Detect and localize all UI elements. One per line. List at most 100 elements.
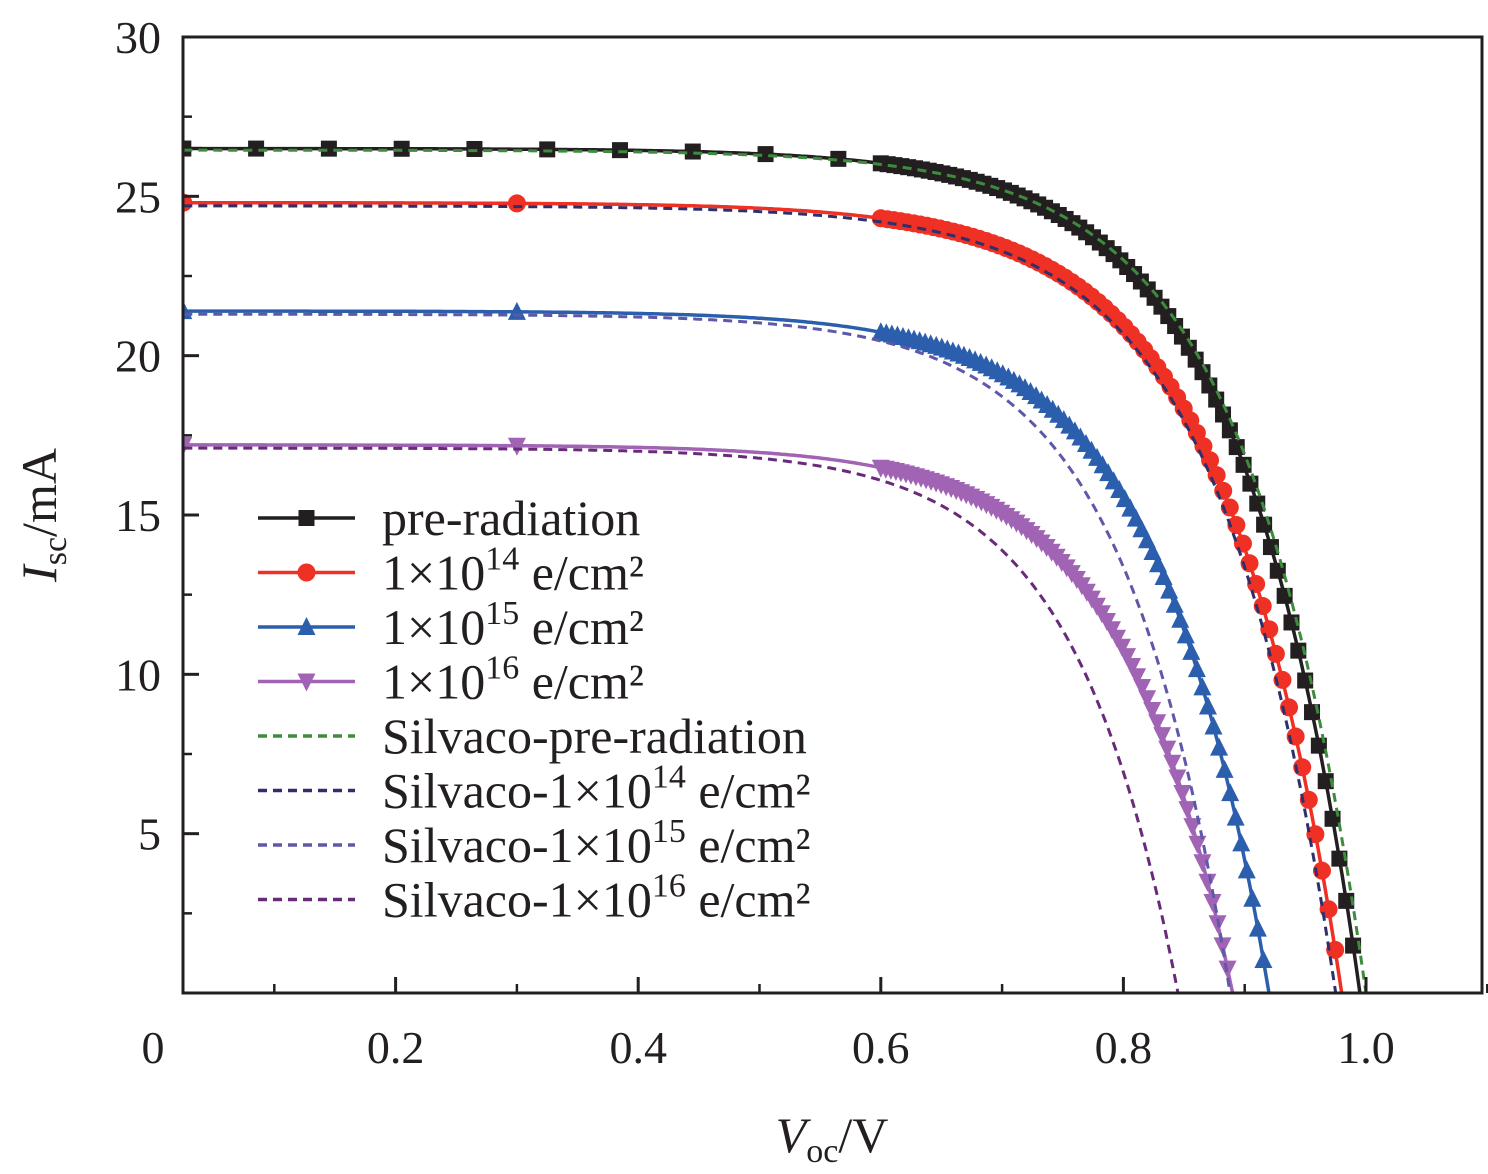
legend-entry: 1×1015 e/cm² (258, 595, 644, 655)
series-marker (1260, 620, 1279, 639)
series-0 (183, 140, 1362, 993)
series-marker (1128, 668, 1147, 687)
series-marker (1158, 740, 1177, 759)
series-marker (1201, 377, 1218, 394)
series-marker (183, 436, 193, 455)
series-marker (1317, 773, 1334, 790)
series-marker (320, 140, 337, 157)
series-marker (1215, 759, 1234, 778)
series-marker (1213, 937, 1232, 956)
series-3 (183, 436, 1237, 993)
legend-entry: pre-radiation (258, 490, 640, 546)
legend-entry: 1×1016 e/cm² (258, 650, 644, 710)
series-marker (1249, 495, 1266, 512)
legend-label: Silvaco-1×1016 e/cm² (382, 868, 811, 928)
series-marker (1187, 659, 1206, 678)
y-tick-label: 20 (115, 331, 161, 382)
series-marker (539, 141, 556, 158)
series-marker (757, 146, 774, 163)
y-tick-label: 30 (115, 12, 161, 63)
legend-entry: Silvaco-1×1014 e/cm² (258, 759, 811, 819)
series-marker (1168, 769, 1187, 788)
series-marker (1138, 690, 1157, 709)
series-marker (1176, 625, 1195, 644)
series-marker (1143, 541, 1162, 560)
series-marker (1173, 784, 1192, 803)
series-marker (1149, 554, 1168, 573)
series-marker (1198, 696, 1217, 715)
series-marker (1227, 516, 1246, 535)
series-2 (183, 301, 1273, 993)
series-marker (1262, 539, 1279, 556)
legend-entry: Silvaco-pre-radiation (258, 708, 807, 764)
series-marker (1228, 439, 1245, 456)
series-marker (830, 150, 847, 167)
series-marker (1254, 950, 1273, 969)
series-marker (1160, 580, 1179, 599)
x-tick-label: 0.8 (1095, 1022, 1153, 1073)
series-marker (1256, 516, 1273, 533)
legend-label: 1×1016 e/cm² (382, 650, 644, 710)
x-tick-label: 0.2 (367, 1022, 425, 1073)
series-line (183, 148, 1368, 993)
series-marker (1326, 940, 1345, 959)
y-tick-label: 25 (115, 171, 161, 222)
series-marker (1193, 677, 1212, 696)
x-axis-title: Voc/V (776, 1107, 889, 1170)
legend-marker (297, 563, 316, 582)
x-tick-label: 1.0 (1337, 1022, 1395, 1073)
series-marker (1148, 714, 1167, 733)
series-marker (1143, 701, 1162, 720)
legend-label: pre-radiation (382, 490, 640, 546)
series-marker (183, 140, 192, 157)
series-marker (1208, 391, 1225, 408)
series-marker (1215, 406, 1232, 423)
y-axis-title: Isc/mA (11, 448, 74, 583)
legend-label: 1×1014 e/cm² (382, 541, 644, 601)
series-marker (1113, 638, 1132, 657)
series-marker (1123, 657, 1142, 676)
legend-entry: Silvaco-1×1015 e/cm² (258, 813, 811, 873)
y-tick-label: 15 (115, 490, 161, 541)
legend-marker (298, 510, 315, 526)
x-tick-label: 0.4 (609, 1022, 667, 1073)
series-marker (1171, 609, 1190, 628)
y-tick-label: 10 (115, 649, 161, 700)
series-1 (183, 193, 1345, 993)
legend-label: 1×1015 e/cm² (382, 595, 644, 655)
series-marker (1198, 873, 1217, 892)
x-tick-label: 0.6 (852, 1022, 910, 1073)
series-layer (183, 140, 1368, 993)
legend-label: Silvaco-1×1014 e/cm² (382, 759, 811, 819)
series-marker (1237, 860, 1256, 879)
series-line (183, 312, 1232, 993)
y-tick-label: 5 (138, 809, 161, 860)
legend-marker (297, 617, 316, 635)
series-marker (1163, 754, 1182, 773)
plot-frame (181, 35, 1484, 995)
series-marker (1210, 737, 1229, 756)
series-marker (1207, 466, 1226, 485)
series-marker (1118, 648, 1137, 667)
axes: 5 10 15 20 25 30 0 0.2 0.4 0.6 0.8 1.0 Voc/V Isc/mA (11, 12, 1488, 1170)
series-marker (1188, 835, 1207, 854)
series-marker (248, 140, 265, 157)
series-line (183, 204, 1338, 993)
series-7 (183, 446, 1180, 993)
series-line (183, 446, 1180, 993)
legend-marker (297, 673, 316, 692)
series-marker (1299, 790, 1318, 809)
series-marker (507, 437, 526, 456)
series-marker (1153, 727, 1172, 746)
series-marker (1178, 801, 1197, 820)
series-marker (1243, 888, 1262, 907)
series-marker (1137, 530, 1156, 549)
series-marker (1187, 351, 1204, 368)
series-marker (1247, 575, 1266, 594)
series-marker (1248, 918, 1267, 937)
series-marker (1193, 854, 1212, 873)
series-marker (1226, 807, 1245, 826)
series-marker (1214, 481, 1233, 500)
